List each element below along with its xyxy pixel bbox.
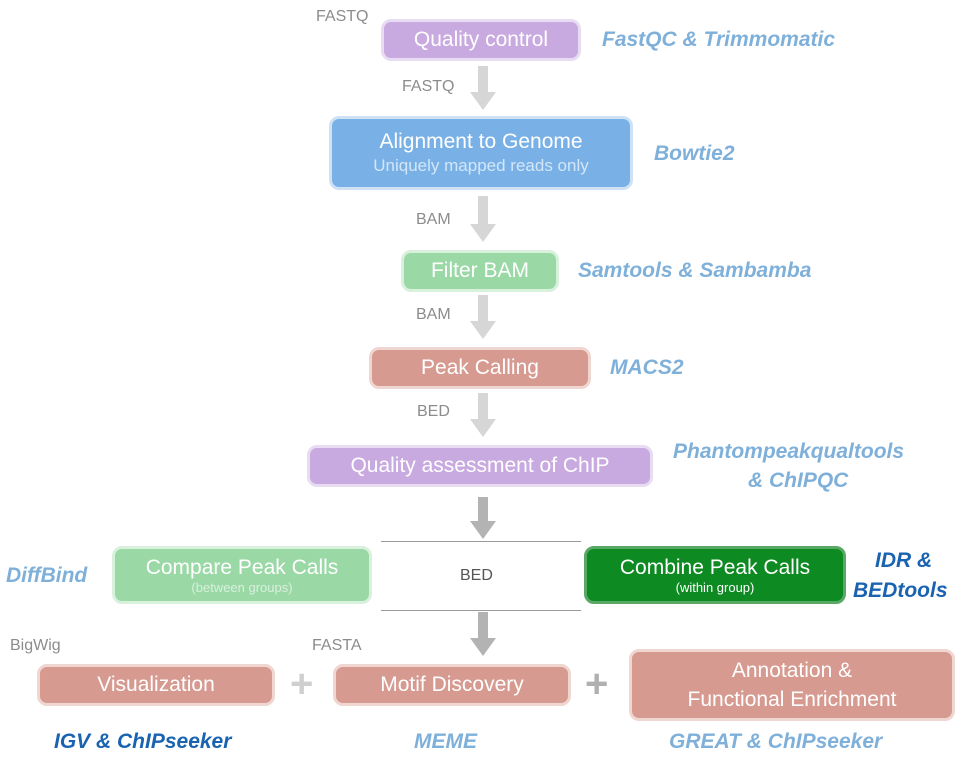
tool-bowtie2: Bowtie2: [654, 142, 735, 165]
format-label-bam-2: BAM: [416, 306, 451, 323]
flow-arrow-5: [470, 497, 496, 539]
format-label-bed-1: BED: [417, 403, 450, 420]
format-label-fastq: FASTQ: [402, 78, 455, 95]
annotation-label-line1: Annotation &: [731, 658, 853, 682]
filter-bam-box[interactable]: Filter BAM: [401, 250, 559, 292]
visualization-box[interactable]: Visualization: [37, 664, 275, 706]
peak-calling-label: Peak Calling: [421, 356, 539, 380]
annotation-label-line2: Functional Enrichment: [687, 688, 897, 711]
format-label-fasta: FASTA: [312, 637, 362, 654]
tool-chipqc: & ChIPQC: [748, 469, 849, 492]
tool-bedtools: BEDtools: [853, 579, 948, 602]
tool-meme: MEME: [414, 730, 477, 753]
plus-sign-1: +: [290, 662, 314, 706]
tool-fastqc-trimmomatic: FastQC & Trimmomatic: [602, 28, 835, 51]
annotation-box[interactable]: Annotation & Functional Enrichment: [629, 649, 955, 721]
combine-peak-calls-sublabel: (within group): [675, 579, 755, 595]
quality-control-box[interactable]: Quality control: [381, 19, 581, 61]
branch-line-bottom: [381, 610, 581, 611]
peak-calling-box[interactable]: Peak Calling: [369, 347, 591, 389]
tool-idr: IDR &: [875, 549, 933, 572]
format-label-bed-center: BED: [460, 567, 493, 584]
tool-samtools-sambamba: Samtools & Sambamba: [578, 259, 812, 282]
compare-peak-calls-sublabel: (between groups): [191, 579, 293, 595]
format-label-bam-1: BAM: [416, 211, 451, 228]
flow-arrow-6: [470, 612, 496, 656]
combine-peak-calls-box[interactable]: Combine Peak Calls (within group): [584, 546, 846, 604]
quality-control-label: Quality control: [413, 28, 549, 52]
flow-arrow-4: [470, 393, 496, 437]
tool-phantompeakqualtools: Phantompeakqualtools: [673, 440, 905, 463]
filter-bam-label: Filter BAM: [430, 259, 529, 283]
quality-assessment-label: Quality assessment of ChIP: [350, 454, 610, 478]
branch-line-top: [381, 541, 581, 542]
tool-macs2: MACS2: [610, 356, 684, 379]
flow-arrow-1: [470, 66, 496, 110]
tool-igv-chipseeker: IGV & ChIPseeker: [54, 730, 232, 753]
format-label-bigwig: BigWig: [10, 637, 61, 654]
combine-peak-calls-label: Combine Peak Calls: [619, 555, 811, 579]
plus-sign-2: +: [585, 662, 609, 706]
tool-great-chipseeker: GREAT & ChIPseeker: [669, 730, 883, 753]
alignment-box[interactable]: Alignment to Genome Uniquely mapped read…: [329, 116, 633, 190]
quality-assessment-box[interactable]: Quality assessment of ChIP: [307, 445, 653, 487]
motif-discovery-label: Motif Discovery: [380, 673, 524, 697]
flow-arrow-3: [470, 295, 496, 339]
alignment-sublabel: Uniquely mapped reads only: [373, 156, 589, 176]
compare-peak-calls-label: Compare Peak Calls: [145, 555, 339, 579]
format-label-fastq-top: FASTQ: [316, 8, 369, 25]
visualization-label: Visualization: [97, 673, 215, 697]
motif-discovery-box[interactable]: Motif Discovery: [333, 664, 571, 706]
flow-arrow-2: [470, 196, 496, 242]
alignment-label: Alignment to Genome: [379, 130, 583, 154]
tool-diffbind: DiffBind: [6, 564, 88, 587]
compare-peak-calls-box[interactable]: Compare Peak Calls (between groups): [112, 546, 372, 604]
